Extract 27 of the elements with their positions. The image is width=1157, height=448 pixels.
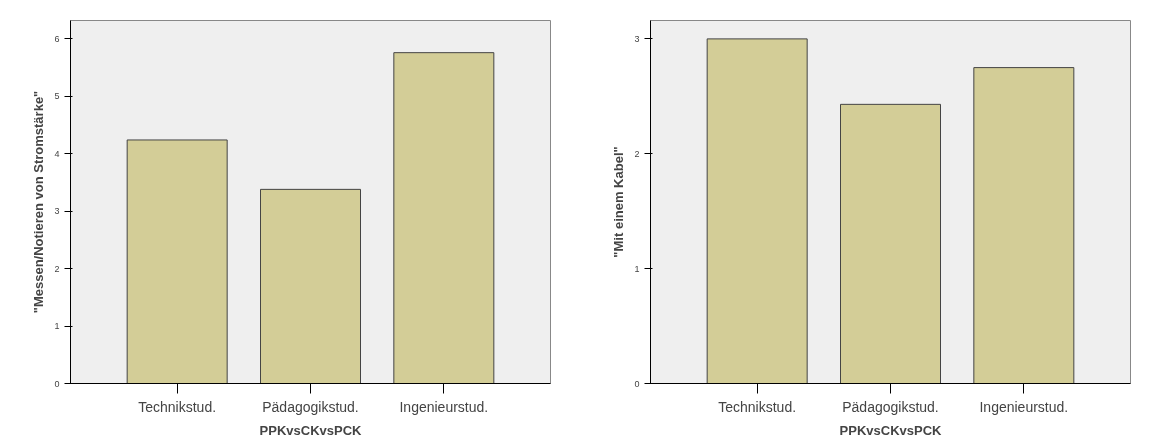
y-tick-label: 6 xyxy=(54,33,60,44)
x-tick-label: Ingenieurstud. xyxy=(399,398,489,415)
bar xyxy=(393,52,495,384)
x-tick-label: Ingenieurstud. xyxy=(979,398,1069,415)
bar xyxy=(840,103,941,384)
bar xyxy=(973,67,1075,384)
bar xyxy=(126,139,228,384)
x-tick-label: Technikstud. xyxy=(718,398,797,415)
x-axis-title: PPKvsCKvsPCK xyxy=(839,422,943,438)
y-tick-label: 2 xyxy=(634,148,640,159)
x-tick-label: Technikstud. xyxy=(138,398,217,415)
x-axis-title: PPKvsCKvsPCK xyxy=(259,422,363,438)
y-tick-label: 2 xyxy=(54,263,60,274)
y-tick-label: 5 xyxy=(54,91,60,102)
y-tick-label: 0 xyxy=(54,378,60,389)
bar xyxy=(706,38,808,384)
y-tick-label: 1 xyxy=(54,321,60,332)
y-tick-label: 3 xyxy=(634,33,640,44)
bar xyxy=(260,188,361,384)
y-tick-label: 3 xyxy=(54,206,60,217)
x-tick-label: Pädagogikstud. xyxy=(842,398,939,415)
y-tick-label: 0 xyxy=(634,378,640,389)
y-tick-label: 1 xyxy=(634,263,640,274)
y-tick-label: 4 xyxy=(54,148,60,159)
y-axis-title: "Mit einem Kabel" xyxy=(611,146,627,258)
x-tick-label: Pädagogikstud. xyxy=(262,398,359,415)
y-axis-title: "Messen/Notieren von Stromstärke" xyxy=(31,90,47,314)
